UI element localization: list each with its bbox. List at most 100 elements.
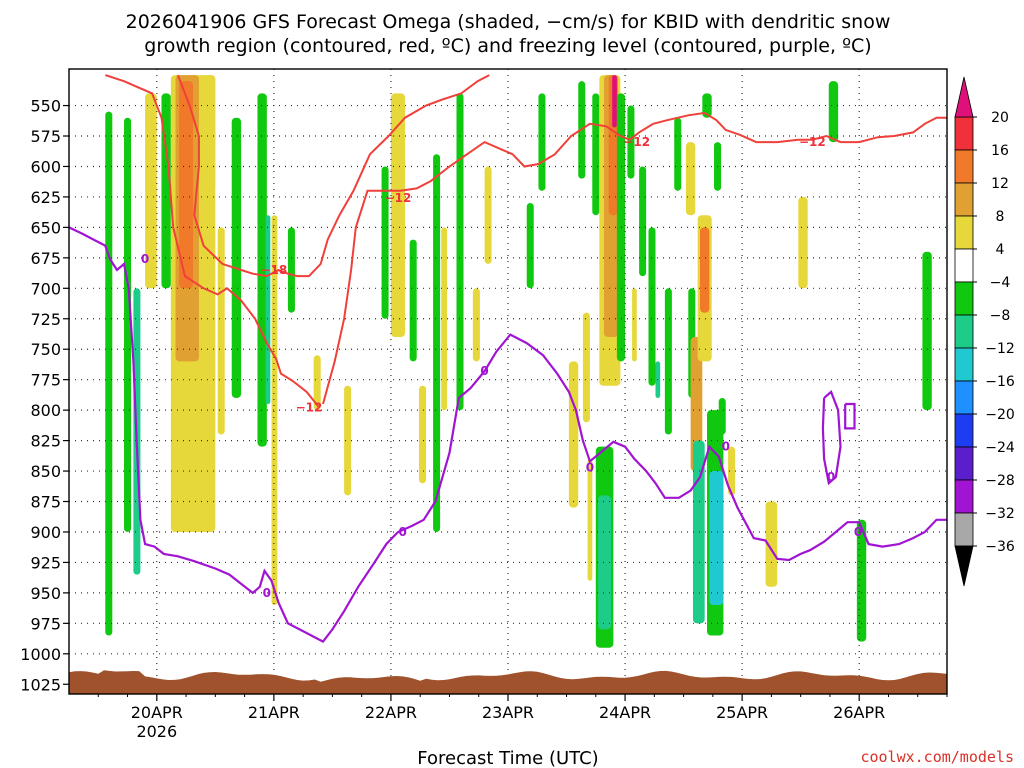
colorbar-bin [954, 413, 974, 448]
omega-region [538, 93, 546, 191]
colorbar-label: −32 [985, 506, 1015, 522]
omega-region [699, 227, 710, 313]
contour-label: 0 [263, 586, 271, 600]
omega-region [648, 227, 656, 386]
plot-area: 0 0 0 0 0 0 0 0 −18 −12 −12 −12 −12 [69, 69, 947, 694]
watermark: coolwx.com/models [860, 748, 1014, 766]
colorbar-bin [954, 281, 974, 316]
y-tick-label: 725 [30, 310, 61, 329]
y-tick-label: 700 [30, 279, 61, 298]
y-tick-label: 675 [30, 249, 61, 268]
omega-region [765, 501, 778, 587]
omega-region [692, 440, 705, 624]
omega-region [433, 154, 441, 532]
omega-region [568, 361, 579, 508]
omega-region [587, 458, 593, 581]
colorbar-bin [954, 446, 974, 481]
omega-region [344, 385, 352, 496]
omega-region [856, 519, 867, 642]
colorbar-label: −8 [990, 308, 1011, 324]
omega-region [592, 93, 600, 216]
omega-region [265, 215, 271, 405]
colorbar-top-arrow [954, 76, 974, 118]
omega-region [718, 397, 726, 435]
contour-label: 0 [722, 440, 730, 454]
omega-region [828, 81, 839, 143]
omega-region [105, 111, 113, 636]
x-tick-label: 26APR [833, 703, 885, 722]
colorbar-bin [954, 248, 974, 283]
contour-label: 0 [480, 364, 488, 378]
omega-region [728, 446, 736, 496]
omega-region [612, 75, 617, 128]
chart-title-line-1: 2026041906 GFS Forecast Omega (shaded, −… [126, 11, 891, 33]
omega-region [161, 93, 171, 289]
colorbar-bin [954, 116, 974, 151]
y-tick-label: 1000 [20, 645, 61, 664]
x-axis-title: Forecast Time (UTC) [417, 748, 598, 768]
omega-region [203, 75, 216, 191]
colorbar-label: 8 [996, 209, 1005, 225]
omega-region [616, 93, 626, 362]
omega-region [702, 93, 712, 118]
contour-label: 0 [854, 525, 862, 539]
x-tick-label: 24APR [599, 703, 651, 722]
x-year-label: 2026 [136, 722, 177, 741]
y-tick-label: 800 [30, 401, 61, 420]
y-tick-label: 875 [30, 493, 61, 512]
omega-region [257, 93, 267, 447]
x-tick-label: 25APR [716, 703, 768, 722]
x-axis: 20APR 21APR 22APR 23APR 24APR 25APR 26APR 2026 [97, 694, 948, 741]
contour-label: 0 [141, 252, 149, 266]
omega-shading [105, 75, 932, 648]
omega-region [231, 117, 242, 398]
x-tick-label: 21APR [248, 703, 300, 722]
colorbar-label: −24 [985, 440, 1015, 456]
contour-label: −12 [296, 401, 323, 415]
colorbar-bin [954, 479, 974, 514]
colorbar-label: −4 [990, 275, 1011, 291]
y-tick-label: 600 [30, 157, 61, 176]
omega-region [798, 196, 808, 289]
contour-label: 0 [398, 525, 406, 539]
y-axis: 550 575 600 625 650 675 700 725 750 775 800 825 850 8… [20, 97, 69, 694]
freezing-level-loop [821, 390, 842, 486]
colorbar-label: −20 [985, 407, 1015, 423]
omega-region [313, 355, 321, 411]
y-tick-label: 950 [30, 584, 61, 603]
x-tick-label: 23APR [482, 703, 534, 722]
omega-region [456, 93, 464, 411]
omega-region [484, 166, 492, 264]
dgz-contour-minus12-main [322, 111, 947, 405]
y-tick-label: 775 [30, 371, 61, 390]
y-tick-label: 925 [30, 553, 61, 572]
colorbar-label: 16 [991, 143, 1009, 159]
omega-region [664, 288, 672, 435]
omega-region [582, 312, 590, 423]
y-tick-label: 550 [30, 97, 61, 116]
colorbar-bin [954, 314, 974, 349]
omega-region [441, 227, 448, 411]
y-tick-label: 650 [30, 218, 61, 237]
omega-region [409, 239, 417, 362]
colorbar-label: 20 [991, 110, 1009, 126]
dgz-contour-minus18 [104, 74, 320, 408]
omega-region [674, 117, 682, 191]
contour-label: −12 [385, 191, 412, 205]
ground-fill [69, 670, 947, 694]
colorbar-label: −16 [985, 374, 1015, 390]
omega-region [179, 81, 194, 289]
omega-region [598, 495, 612, 630]
colorbar-label: 12 [991, 176, 1009, 192]
colorbar-label: −28 [985, 473, 1015, 489]
y-tick-label: 575 [30, 127, 61, 146]
contour-label: −12 [623, 135, 650, 149]
omega-region [526, 203, 534, 289]
omega-region [145, 93, 157, 289]
freezing-level-contour [69, 226, 947, 644]
colorbar-bin [954, 512, 974, 547]
colorbar: 20 16 12 8 4 −4 −8 −12 −16 −20 −24 −28 −32 −36 [954, 76, 1015, 587]
contour-label: −18 [260, 263, 287, 277]
colorbar-label: −36 [985, 539, 1015, 555]
